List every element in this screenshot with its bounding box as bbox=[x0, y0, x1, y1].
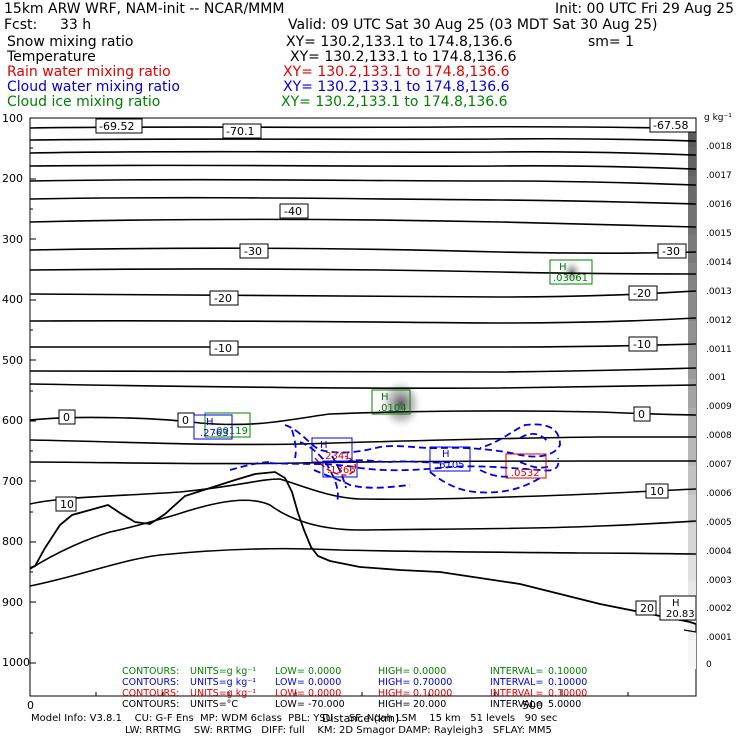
colorbar-tick: .0007 bbox=[706, 460, 732, 470]
model-info-line1: Model Info: V3.8.1 CU: G-F Ens MP: WDM 6… bbox=[31, 713, 558, 724]
svg-text:H: H bbox=[672, 598, 680, 609]
plot-frame bbox=[29, 117, 697, 697]
colorbar-tick: .0002 bbox=[706, 604, 732, 614]
smoothing-value: sm= 1 bbox=[588, 34, 635, 50]
y-tick-400: 400 bbox=[2, 293, 23, 306]
colorbar-tick: .0005 bbox=[706, 518, 732, 528]
colorbar-tick: .0001 bbox=[706, 633, 732, 643]
colorbar-tick: .0011 bbox=[706, 345, 732, 355]
y-tick-200: 200 bbox=[2, 172, 23, 185]
field-name-rain: Rain water mixing ratio bbox=[7, 64, 171, 80]
temp-label: 0 bbox=[63, 411, 70, 424]
max-value: .1366 bbox=[327, 465, 356, 476]
y-tick-500: 500 bbox=[2, 354, 23, 367]
model-title: 15km ARW WRF, NAM-init -- NCAR/MMM bbox=[4, 1, 285, 17]
max-value: .0104 bbox=[378, 403, 407, 414]
terrain-profile bbox=[29, 471, 697, 625]
snow-blob bbox=[560, 258, 584, 286]
temp-label: 0 bbox=[638, 408, 645, 421]
x-tick-0: 0 bbox=[27, 699, 34, 712]
max-value: 20.83 bbox=[666, 609, 695, 620]
temperature-contours bbox=[29, 125, 697, 587]
colorbar-tick: .0003 bbox=[706, 576, 732, 586]
svg-text:H: H bbox=[206, 417, 214, 428]
svg-text:H: H bbox=[442, 449, 450, 460]
max-value: .2341 bbox=[322, 451, 351, 462]
max-value: .00119 bbox=[213, 426, 248, 437]
temp-label: -20 bbox=[214, 292, 232, 305]
y-tick-900: 900 bbox=[2, 596, 23, 609]
forecast-label: Fcst: bbox=[4, 17, 38, 33]
field-xy-cloud-ice: XY= 130.2,133.1 to 174.8,136.6 bbox=[281, 94, 508, 110]
x-ticks bbox=[29, 689, 629, 696]
field-name-cloud-water: Cloud water mixing ratio bbox=[7, 79, 180, 95]
colorbar bbox=[688, 118, 696, 669]
model-info-line2: LW: RRTMG SW: RRTMG DIFF: full KM: 2D Sm… bbox=[125, 725, 552, 736]
max-value: .0532 bbox=[511, 468, 540, 479]
field-xy-snow: XY= 130.2,133.1 to 174.8,136.6 bbox=[286, 34, 513, 50]
temp-label: -69.52 bbox=[99, 120, 134, 133]
maxima-labels: H .03061 H .0104 .00119 H .2763 H .2341 … bbox=[193, 259, 697, 621]
init-time: Init: 00 UTC Fri 29 Aug 25 bbox=[555, 1, 735, 17]
x-axis-label: Distance (km) bbox=[322, 712, 399, 725]
temp-label: 10 bbox=[60, 498, 74, 511]
colorbar-tick: .0006 bbox=[706, 489, 732, 499]
temp-label: 10 bbox=[650, 485, 664, 498]
field-name-cloud-ice: Cloud ice mixing ratio bbox=[7, 94, 161, 110]
y-tick-800: 800 bbox=[2, 535, 23, 548]
field-xy-rain: XY= 130.2,133.1 to 174.8,136.6 bbox=[283, 64, 510, 80]
temperature-labels: -69.52 -70.1 -67.58 -40 -30 -30 -20 -20 … bbox=[55, 117, 697, 616]
temp-label: -30 bbox=[662, 245, 680, 258]
colorbar-tick: .0016 bbox=[706, 200, 732, 210]
temp-label: -70.1 bbox=[226, 125, 254, 138]
temp-label: 0 bbox=[182, 414, 189, 427]
temp-label: -10 bbox=[214, 342, 232, 355]
temp-label: -10 bbox=[633, 338, 651, 351]
contour-info: CONTOURS: UNITS=g kg⁻¹ LOW= 0.0000 HIGH= 0.00… bbox=[122, 666, 587, 710]
colorbar-tick: .0018 bbox=[706, 142, 732, 152]
temp-label: -30 bbox=[244, 245, 262, 258]
y-tick-100: 100 bbox=[2, 112, 23, 125]
field-name-temperature: Temperature bbox=[7, 49, 96, 65]
field-name-snow: Snow mixing ratio bbox=[7, 34, 134, 50]
y-tick-600: 600 bbox=[2, 414, 23, 427]
field-xy-temperature: XY= 130.2,133.1 to 174.8,136.6 bbox=[290, 49, 517, 65]
colorbar-tick: .0015 bbox=[706, 229, 732, 239]
max-value: .6105 bbox=[436, 460, 465, 471]
colorbar-tick: .0017 bbox=[706, 171, 732, 181]
colorbar-tick: .0008 bbox=[706, 431, 732, 441]
snow-blob bbox=[379, 378, 423, 430]
colorbar-tick: .0009 bbox=[706, 402, 732, 412]
svg-text:H: H bbox=[320, 440, 328, 451]
forecast-hour: 33 h bbox=[60, 17, 92, 33]
temp-label: -20 bbox=[633, 287, 651, 300]
y-tick-300: 300 bbox=[2, 233, 23, 246]
colorbar-tick: .0013 bbox=[706, 287, 732, 297]
colorbar-tick: 0 bbox=[706, 660, 712, 670]
x-tick-500: 500 bbox=[522, 699, 543, 712]
colorbar-tick: .001 bbox=[706, 373, 727, 383]
y-tick-700: 700 bbox=[2, 475, 23, 488]
temp-label: -67.58 bbox=[653, 119, 688, 132]
colorbar-tick: .0012 bbox=[706, 316, 732, 326]
field-xy-cloud-water: XY= 130.2,133.1 to 174.8,136.6 bbox=[283, 79, 510, 95]
colorbar-tick: .0014 bbox=[706, 258, 732, 268]
temp-label: 20 bbox=[640, 602, 654, 615]
valid-time: Valid: 09 UTC Sat 30 Aug 25 (03 MDT Sat … bbox=[288, 17, 658, 33]
max-value: .03061 bbox=[553, 273, 588, 284]
max-value: .2763 bbox=[200, 428, 229, 439]
colorbar-units: g kg⁻¹ bbox=[704, 113, 732, 123]
svg-text:H: H bbox=[381, 392, 389, 403]
temp-label: -40 bbox=[284, 205, 302, 218]
colorbar-tick: .0004 bbox=[706, 547, 732, 557]
svg-text:H: H bbox=[559, 262, 567, 273]
